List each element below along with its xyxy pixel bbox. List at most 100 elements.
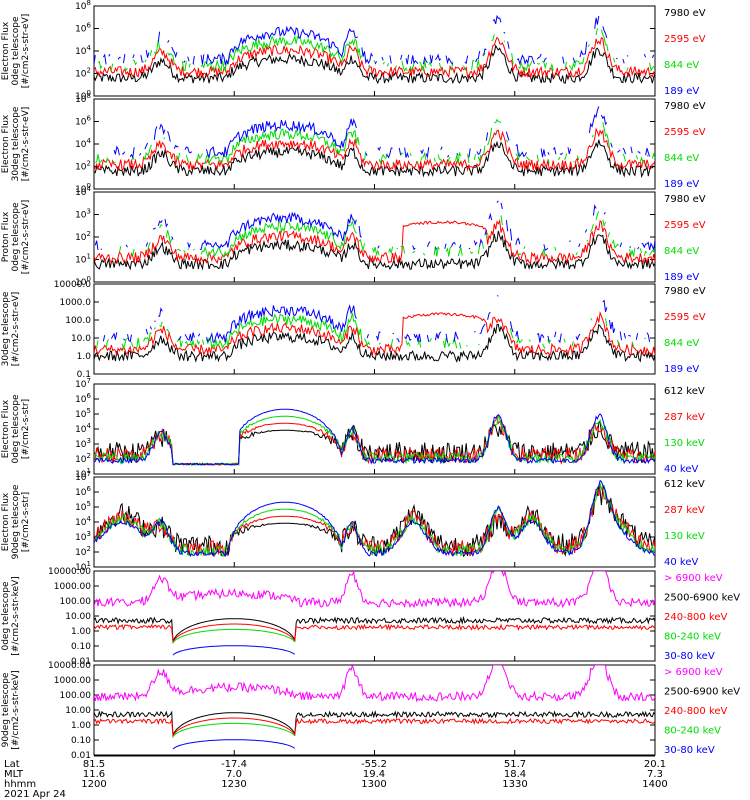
series-line — [94, 44, 655, 85]
y-tick-label: 0.01 — [71, 657, 91, 667]
y-tick-label: 106 — [75, 485, 91, 498]
y-tick-label: 0.01 — [71, 751, 91, 761]
footer-value: 1330 — [502, 779, 527, 790]
footer-value: 1300 — [361, 779, 386, 790]
y-tick-label: 100.00 — [60, 691, 92, 701]
y-tick-label: 102 — [75, 160, 91, 173]
plot-frame — [93, 383, 656, 475]
y-axis-label-line: 0deg telescope — [11, 16, 21, 86]
y-tick-label: 103 — [75, 530, 91, 543]
legend-entry: > 6900 keV — [664, 667, 723, 678]
y-tick-label: 108 — [75, 0, 91, 12]
series-line — [172, 739, 296, 750]
y-axis-label-line: [#/cm2-s-str-eV] — [21, 107, 31, 182]
legend-entry: 189 eV — [664, 272, 699, 283]
chart-panel-7: 0.01 0.10 1.00 10.00 100.00 1000.00 10000.00 0d… — [1, 567, 740, 667]
y-tick-label: 0.1 — [77, 370, 91, 380]
footer-value: 81.5 — [83, 759, 105, 770]
y-axis-label-line: [#/cm2-s-str-keV] — [11, 670, 21, 749]
footer-value: 19.4 — [363, 769, 385, 780]
y-axis-label-line: 90deg telescope — [11, 484, 21, 559]
y-axis-label-line: [#/cm2-s-str] — [21, 399, 31, 459]
y-axis-label-line: [#/cm2-s-str-eV] — [11, 292, 21, 367]
y-tick-label: 10000.00 — [48, 661, 91, 671]
y-tick-label: 1000.00 — [54, 582, 91, 592]
y-tick-label: 100.0 — [65, 316, 91, 326]
chart-panel-8: 0.01 0.10 1.00 10.00 100.00 1000.00 10000.00 90… — [1, 661, 740, 761]
legend-entry: 287 keV — [664, 412, 705, 423]
y-axis-label-line: 30deg telescope — [1, 291, 11, 366]
footer-value: 1400 — [642, 779, 667, 790]
y-axis-label: 90deg telescope [#/cm2-s-str-keV] — [1, 670, 21, 749]
y-tick-label: 100 — [75, 182, 91, 195]
legend-entry: 189 eV — [664, 86, 699, 97]
y-tick-label: 102 — [75, 452, 91, 465]
series-line — [94, 230, 655, 271]
y-axis-label-line: 90deg telescope — [1, 672, 11, 747]
y-axis-label-line: Electron Flux — [1, 399, 11, 458]
y-tick-label: 0.10 — [71, 642, 91, 652]
series-line — [94, 310, 655, 357]
chart-panel-5: 101 102 103 104 105 106 107 MEPEDElectron Flux0… — [0, 377, 705, 480]
legend-entry: 240-800 keV — [664, 612, 728, 623]
plot-frame — [93, 98, 656, 190]
y-tick-label: 107 — [75, 470, 91, 483]
series-line — [114, 106, 655, 157]
legend-entry: 80-240 keV — [664, 726, 721, 737]
legend-entry: 2595 eV — [664, 220, 706, 231]
series-line — [94, 127, 655, 172]
y-axis-label-line: 0deg telescope — [11, 394, 21, 464]
y-axis-label-line: 0deg telescope — [11, 202, 21, 272]
legend-entry: 7980 eV — [664, 194, 706, 205]
y-tick-label: 10.0 — [71, 334, 91, 344]
footer-value: 1230 — [221, 779, 246, 790]
y-tick-label: 105 — [75, 500, 91, 513]
legend-entry: 7980 eV — [664, 286, 706, 297]
plot-frame — [93, 570, 656, 662]
y-tick-label: 101 — [75, 560, 91, 573]
legend-entry: 2595 eV — [664, 34, 706, 45]
legend-entry: 7980 eV — [664, 8, 706, 19]
legend-entry: 844 eV — [664, 153, 699, 164]
y-tick-label: 1.0 — [77, 352, 92, 362]
series-line — [97, 313, 651, 349]
series-line — [94, 665, 655, 703]
series-line — [94, 408, 655, 466]
y-axis-label-line: [#/cm2-s-str-eV] — [21, 14, 31, 89]
series-line — [94, 571, 655, 609]
series-line — [103, 296, 652, 343]
footer-value: 7.3 — [647, 769, 663, 780]
series-line — [94, 709, 655, 736]
y-axis-label-line: TED — [0, 135, 1, 154]
series-line — [94, 139, 655, 179]
footer-label-hhmm: hhmm — [4, 779, 36, 790]
y-tick-label: 104 — [75, 44, 91, 57]
legend-entry: 612 keV — [664, 386, 705, 397]
chart-panel-4: 0.1 1.0 10.0 100.0 1000.0 10000.0 30deg telesc… — [1, 280, 706, 380]
y-tick-label: 105 — [75, 407, 91, 420]
footer-date: 2021 Apr 24 — [4, 789, 66, 800]
legend-entry: 189 eV — [664, 364, 699, 375]
y-tick-label: 100 — [75, 275, 91, 288]
series-line — [94, 414, 655, 466]
series-line — [172, 628, 296, 644]
footer-row-mlt: MLT 11.6 7.0 19.4 18.4 7.3 — [4, 769, 663, 780]
y-axis-label-line: Electron Flux — [1, 114, 11, 173]
y-tick-label: 102 — [75, 67, 91, 80]
legend-entry: 240-800 keV — [664, 706, 728, 717]
plot-frame — [93, 191, 656, 283]
legend-entry: 7980 eV — [664, 101, 706, 112]
y-tick-label: 106 — [75, 22, 91, 35]
y-axis-label-line: Electron Flux — [1, 492, 11, 551]
footer-label-mlt: MLT — [4, 769, 24, 780]
series-line — [94, 481, 655, 557]
y-tick-label: 104 — [75, 515, 91, 528]
y-tick-label: 100 — [75, 89, 91, 102]
y-axis-label-line: Proton Flux — [1, 211, 11, 262]
y-tick-label: 1000.0 — [60, 298, 92, 308]
series-line — [95, 118, 655, 166]
y-tick-label: 106 — [75, 115, 91, 128]
